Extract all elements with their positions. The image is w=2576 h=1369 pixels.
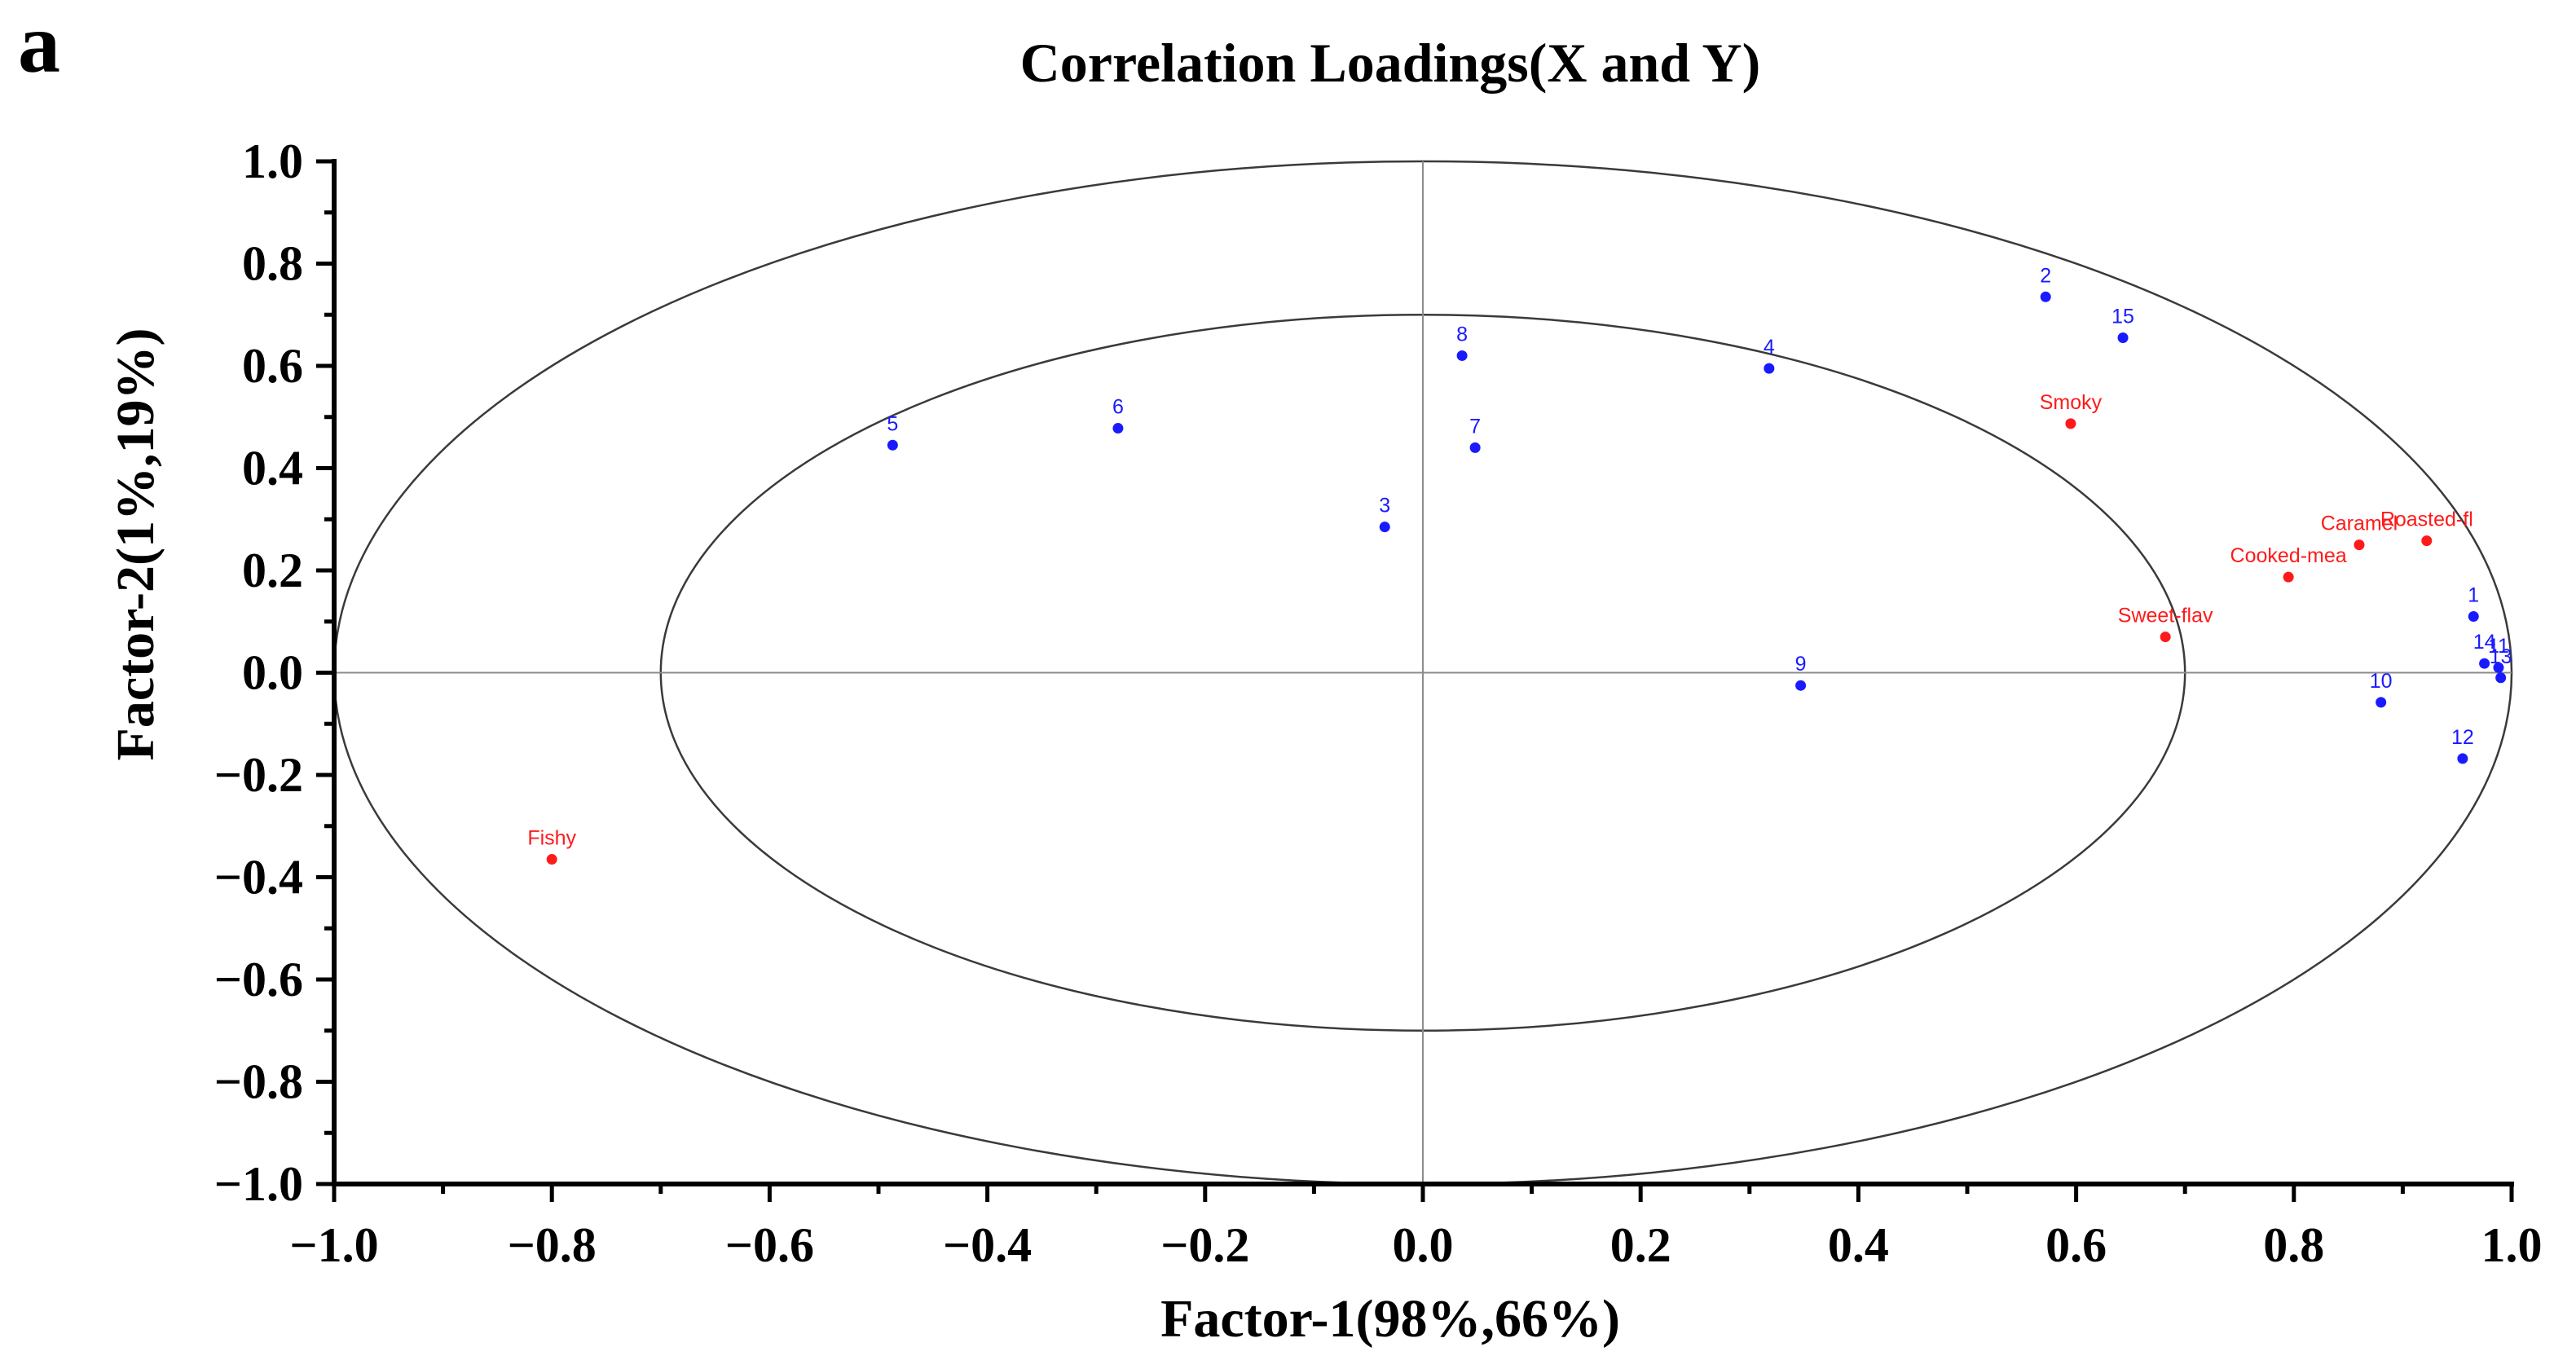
point-label: 15 (2111, 305, 2134, 328)
point-x-11 (2493, 662, 2504, 673)
x-tick-label: 0.4 (1828, 1218, 1889, 1272)
x-tick-label: 0.8 (2263, 1218, 2324, 1272)
x-tick-label: −0.6 (725, 1218, 814, 1272)
point-x-13 (2495, 672, 2507, 684)
x-tick-label: −0.4 (943, 1218, 1032, 1272)
point-y-smoky (2065, 418, 2076, 429)
y-tick-label: −0.8 (214, 1055, 303, 1109)
y-tick-label: 0.6 (242, 339, 303, 393)
panel-label: a (18, 0, 60, 90)
point-x-15 (2117, 332, 2129, 343)
point-y-fishy (546, 854, 557, 865)
y-tick-label: 0.4 (242, 442, 303, 495)
point-y-roasted-fl (2421, 535, 2433, 547)
x-tick-label: 0.2 (1610, 1218, 1671, 1272)
point-label: Cooked-mea (2230, 544, 2347, 567)
point-x-9 (1795, 680, 1807, 691)
point-y-sweet-flav (2160, 632, 2171, 643)
y-tick-label: −0.2 (214, 748, 303, 802)
point-label: Fishy (527, 827, 576, 850)
point-x-7 (1469, 442, 1481, 453)
point-label: 1 (2468, 583, 2479, 606)
point-x-3 (1379, 522, 1390, 533)
y-tick-label: −0.6 (214, 953, 303, 1006)
point-label: Smoky (2040, 391, 2103, 414)
y-tick-label: −0.4 (214, 851, 303, 905)
point-label: 12 (2451, 726, 2474, 749)
point-x-10 (2376, 697, 2387, 708)
point-x-12 (2457, 753, 2468, 764)
x-tick-label: −0.2 (1160, 1218, 1249, 1272)
point-label: 6 (1112, 396, 1124, 419)
point-y-caramel (2354, 539, 2365, 551)
chart-title: Correlation Loadings(X and Y) (1020, 32, 1761, 94)
point-label: 14 (2473, 631, 2496, 654)
x-tick-label: 0.6 (2045, 1218, 2107, 1272)
point-label: 10 (2370, 670, 2393, 693)
x-axis-title: Factor-1(98%,66%) (1160, 1289, 1620, 1349)
x-tick-label: 0.0 (1393, 1218, 1454, 1272)
y-tick-label: 0.8 (242, 237, 303, 291)
point-label: 13 (2490, 645, 2512, 668)
point-label: 7 (1469, 415, 1481, 438)
point-label: 8 (1456, 323, 1468, 346)
x-tick-label: −1.0 (289, 1218, 378, 1272)
y-tick-label: 1.0 (242, 134, 303, 188)
point-x-4 (1764, 363, 1775, 374)
zero-reference-lines (334, 161, 2512, 1184)
point-label: Roasted-fl (2380, 508, 2473, 531)
point-label: 11 (2488, 635, 2509, 658)
point-label: 5 (887, 412, 898, 435)
point-label: 4 (1764, 336, 1775, 359)
y-tick-label: −1.0 (214, 1157, 303, 1211)
y-axis-title: Factor-2(1%,19%) (106, 328, 165, 761)
point-x-2 (2040, 291, 2051, 302)
point-x-1 (2468, 610, 2479, 622)
point-x-14 (2479, 658, 2490, 669)
x-axis-ticks: −1.0 −0.8 −0.6 −0.4 −0.2 0.0 0.2 0.4 0.6 0.8 1.0 (289, 1184, 2543, 1272)
x-tick-label: −0.8 (508, 1218, 597, 1272)
point-label: 3 (1379, 495, 1390, 517)
y-axis-ticks: 1.0 0.8 0.6 0.4 0.2 0.0 −0.2 −0.4 −0.6 −0.8 −1.0 (214, 134, 334, 1211)
point-x-6 (1112, 423, 1124, 434)
y-tick-label: 0.0 (242, 646, 303, 700)
point-label: Sweet-flav (2118, 605, 2213, 627)
point-x-8 (1456, 350, 1468, 361)
x-tick-label: 1.0 (2481, 1218, 2543, 1272)
point-x-5 (887, 439, 898, 451)
point-label: 2 (2040, 264, 2051, 287)
point-y-cooked-mea (2283, 571, 2294, 583)
loading-points: 123456789101112131415SmokyCaramelRoasted… (527, 264, 2512, 865)
y-tick-label: 0.2 (242, 544, 303, 597)
point-label: 9 (1795, 653, 1807, 676)
point-label: Caramel (2321, 513, 2398, 535)
